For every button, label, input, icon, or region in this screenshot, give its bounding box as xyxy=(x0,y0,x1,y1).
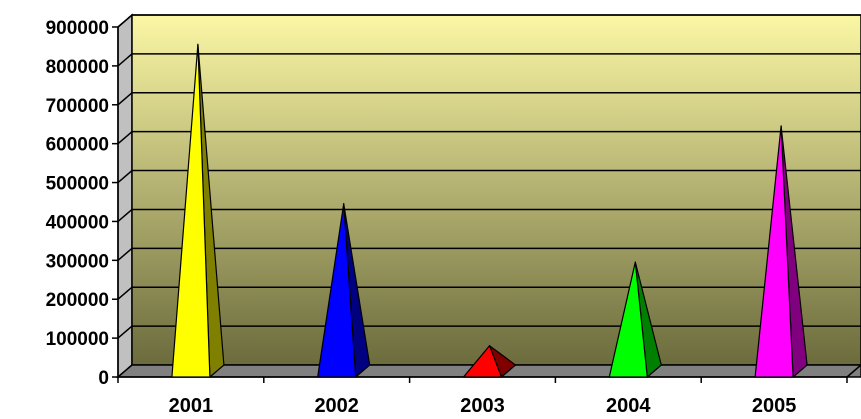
bar-front-face xyxy=(171,43,211,378)
y-tick-label: 800000 xyxy=(46,57,109,78)
x-tick-label: 2003 xyxy=(460,395,505,417)
x-tick-label: 2001 xyxy=(169,395,214,417)
gridline xyxy=(117,169,861,184)
bar-front-face xyxy=(462,345,503,378)
gridline xyxy=(117,247,861,261)
y-tick-label: 100000 xyxy=(46,329,109,350)
gridlines xyxy=(117,14,861,339)
gridline xyxy=(117,92,861,106)
x-tick-label: 2004 xyxy=(606,395,651,417)
y-tick-label: 600000 xyxy=(46,135,109,156)
bar-2005 xyxy=(754,125,808,378)
bar-front-face xyxy=(754,125,794,378)
bar-2003 xyxy=(462,345,517,378)
y-tick-label: 200000 xyxy=(46,290,109,311)
x-tick-label: 2002 xyxy=(314,395,359,417)
y-tick-label: 700000 xyxy=(46,96,109,117)
bar-2004 xyxy=(608,261,662,378)
x-axis-end xyxy=(846,364,861,378)
y-tick-label: 900000 xyxy=(46,18,109,39)
x-tick-label: 2005 xyxy=(752,395,797,417)
gridline xyxy=(117,286,861,300)
gridline xyxy=(117,208,861,223)
bars xyxy=(171,43,808,378)
bar-front-face xyxy=(317,203,357,378)
chart-side-wall xyxy=(117,13,133,379)
chart-back-wall xyxy=(131,14,861,366)
bar-2001 xyxy=(171,43,225,378)
bar-2002 xyxy=(317,203,371,378)
y-tick-label: 0 xyxy=(98,368,109,389)
gridline xyxy=(117,14,861,28)
y-tick-label: 500000 xyxy=(46,174,109,195)
bar-front-face xyxy=(608,261,648,378)
y-axis-ticks xyxy=(112,26,848,383)
y-tick-label: 400000 xyxy=(46,212,109,233)
gridline xyxy=(117,325,861,339)
y-axis-labels: 0 100000 200000 300000 400000 500000 600000 700… xyxy=(46,18,109,389)
y-tick-label: 300000 xyxy=(46,251,109,272)
gridline xyxy=(117,53,861,67)
x-axis-labels: 2001 2002 2003 2004 2005 xyxy=(169,395,797,417)
gridline xyxy=(117,130,861,145)
